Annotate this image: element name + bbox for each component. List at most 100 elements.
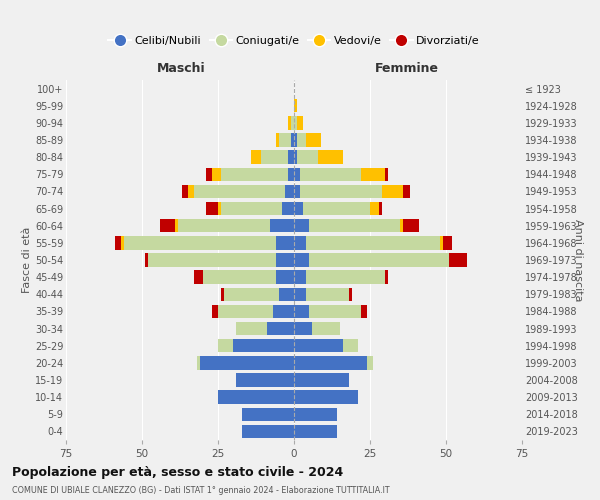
Text: Popolazione per età, sesso e stato civile - 2024: Popolazione per età, sesso e stato civil… [12, 466, 343, 479]
Bar [279, 288, 294, 301]
Bar [218, 202, 221, 215]
Bar [221, 168, 288, 181]
Text: COMUNE DI UBIALE CLANEZZO (BG) - Dati ISTAT 1° gennaio 2024 - Elaborazione TUTTI: COMUNE DI UBIALE CLANEZZO (BG) - Dati IS… [12, 486, 389, 495]
Bar [224, 288, 279, 301]
Bar [233, 339, 294, 352]
Bar [382, 184, 403, 198]
Bar [279, 134, 291, 146]
Bar [124, 236, 276, 250]
Bar [294, 236, 306, 250]
Text: Femmine: Femmine [374, 62, 439, 75]
Bar [160, 219, 175, 232]
Bar [221, 202, 282, 215]
Bar [306, 270, 385, 284]
Bar [309, 219, 400, 232]
Bar [221, 288, 224, 301]
Bar [303, 202, 370, 215]
Bar [294, 390, 358, 404]
Bar [403, 219, 419, 232]
Bar [306, 288, 349, 301]
Bar [273, 304, 294, 318]
Bar [297, 116, 303, 130]
Bar [115, 236, 121, 250]
Bar [294, 339, 343, 352]
Bar [443, 236, 452, 250]
Bar [294, 408, 337, 421]
Bar [175, 219, 178, 232]
Bar [285, 184, 294, 198]
Bar [212, 168, 221, 181]
Bar [306, 134, 322, 146]
Bar [294, 322, 312, 336]
Bar [218, 390, 294, 404]
Bar [385, 168, 388, 181]
Y-axis label: Fasce di età: Fasce di età [22, 227, 32, 293]
Bar [194, 270, 203, 284]
Bar [294, 254, 309, 266]
Bar [266, 322, 294, 336]
Bar [449, 254, 467, 266]
Bar [218, 304, 273, 318]
Bar [361, 304, 367, 318]
Bar [361, 168, 385, 181]
Bar [206, 202, 218, 215]
Bar [212, 304, 218, 318]
Bar [291, 134, 294, 146]
Bar [121, 236, 124, 250]
Bar [294, 184, 300, 198]
Bar [276, 236, 294, 250]
Bar [294, 424, 337, 438]
Bar [319, 150, 343, 164]
Bar [242, 408, 294, 421]
Bar [148, 254, 276, 266]
Text: Maschi: Maschi [157, 62, 206, 75]
Bar [300, 184, 382, 198]
Bar [379, 202, 382, 215]
Bar [188, 184, 194, 198]
Bar [242, 424, 294, 438]
Bar [200, 356, 294, 370]
Bar [294, 288, 306, 301]
Bar [276, 254, 294, 266]
Bar [294, 270, 306, 284]
Bar [309, 254, 449, 266]
Bar [309, 304, 361, 318]
Bar [312, 322, 340, 336]
Bar [236, 322, 266, 336]
Bar [367, 356, 373, 370]
Bar [145, 254, 148, 266]
Bar [218, 339, 233, 352]
Bar [282, 202, 294, 215]
Bar [294, 202, 303, 215]
Bar [294, 150, 297, 164]
Bar [288, 168, 294, 181]
Legend: Celibi/Nubili, Coniugati/e, Vedovi/e, Divorziati/e: Celibi/Nubili, Coniugati/e, Vedovi/e, Di… [104, 32, 484, 50]
Bar [260, 150, 288, 164]
Bar [294, 99, 297, 112]
Bar [276, 134, 279, 146]
Bar [269, 219, 294, 232]
Bar [300, 168, 361, 181]
Bar [178, 219, 269, 232]
Bar [400, 219, 403, 232]
Bar [276, 270, 294, 284]
Bar [370, 202, 379, 215]
Bar [194, 184, 285, 198]
Bar [294, 168, 300, 181]
Bar [343, 339, 358, 352]
Bar [349, 288, 352, 301]
Bar [251, 150, 260, 164]
Bar [203, 270, 276, 284]
Bar [206, 168, 212, 181]
Bar [236, 374, 294, 386]
Bar [440, 236, 443, 250]
Bar [288, 150, 294, 164]
Bar [403, 184, 410, 198]
Bar [385, 270, 388, 284]
Y-axis label: Anni di nascita: Anni di nascita [573, 219, 583, 301]
Bar [306, 236, 440, 250]
Bar [197, 356, 200, 370]
Bar [182, 184, 188, 198]
Bar [291, 116, 294, 130]
Bar [294, 219, 309, 232]
